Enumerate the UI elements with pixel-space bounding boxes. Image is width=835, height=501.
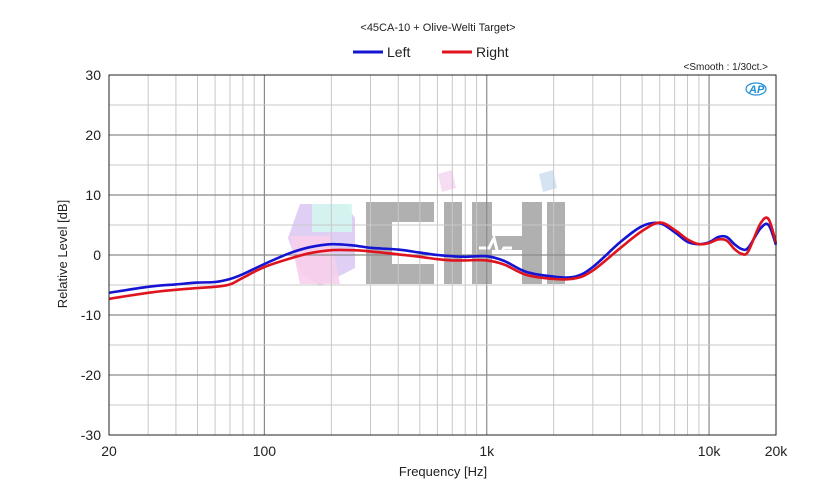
x-tick-label: 100	[253, 443, 277, 459]
plot-frame	[108, 74, 777, 436]
y-tick-label: 30	[85, 67, 101, 83]
y-axis-label: Relative Level [dB]	[55, 200, 70, 308]
legend: Left Right	[353, 44, 509, 60]
series-layer	[108, 216, 778, 301]
legend-label-right: Right	[476, 44, 509, 60]
ap-logo-text: AP	[748, 84, 765, 96]
x-tick-label: 20k	[765, 443, 789, 459]
y-tick-label: -30	[81, 427, 101, 443]
x-tick-label: 10k	[698, 443, 722, 459]
x-tick-label: 1k	[479, 443, 495, 459]
legend-label-left: Left	[387, 44, 410, 60]
watermark-logo	[288, 170, 565, 286]
series-line-left	[108, 221, 778, 295]
y-tick-label: 0	[93, 247, 101, 263]
ap-logo: AP	[745, 82, 767, 96]
series-line-right	[108, 216, 778, 301]
x-axis-label: Frequency [Hz]	[399, 464, 487, 479]
y-tick-label: -20	[81, 367, 101, 383]
smoothing-note: <Smooth : 1/30ct.>	[684, 62, 769, 73]
y-tick-label: 20	[85, 127, 101, 143]
y-tick-label: 10	[85, 187, 101, 203]
y-tick-label: -10	[81, 307, 101, 323]
x-tick-label: 20	[101, 443, 117, 459]
chart-title: <45CA-10 + Olive-Welti Target>	[360, 22, 515, 34]
